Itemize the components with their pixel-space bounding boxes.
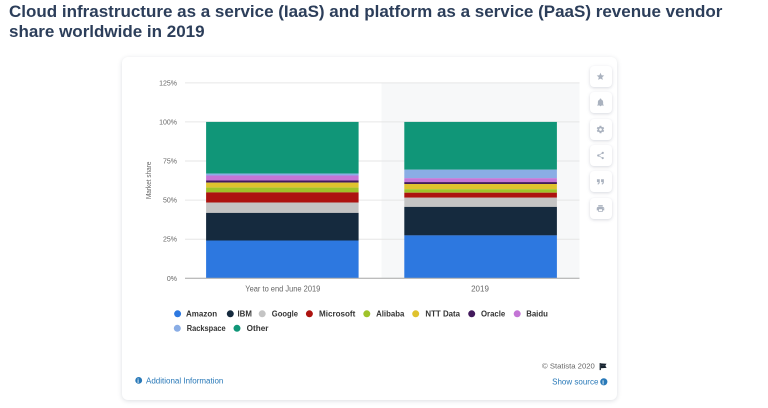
svg-text:Market share: Market share [146, 161, 153, 199]
svg-text:Rackspace: Rackspace [187, 324, 227, 333]
svg-text:50%: 50% [163, 198, 177, 205]
svg-text:2019: 2019 [471, 284, 489, 293]
svg-text:IBM: IBM [238, 310, 253, 319]
svg-text:Baidu: Baidu [526, 310, 548, 319]
svg-text:Amazon: Amazon [186, 310, 217, 319]
svg-text:25%: 25% [163, 237, 177, 244]
svg-text:NTT Data: NTT Data [425, 310, 460, 319]
svg-text:Microsoft: Microsoft [319, 310, 356, 319]
svg-text:Year to end June 2019: Year to end June 2019 [245, 284, 321, 293]
svg-text:125%: 125% [159, 80, 177, 87]
svg-text:i: i [602, 381, 604, 387]
svg-text:Google: Google [272, 310, 299, 319]
svg-text:Show source: Show source [552, 378, 599, 387]
svg-text:Additional Information: Additional Information [146, 377, 223, 386]
svg-text:100%: 100% [159, 119, 177, 126]
svg-text:© Statista 2020: © Statista 2020 [542, 362, 595, 371]
svg-text:0%: 0% [167, 276, 177, 283]
svg-text:Other: Other [247, 324, 269, 333]
svg-text:Alibaba: Alibaba [376, 310, 405, 319]
svg-text:75%: 75% [163, 159, 177, 166]
svg-text:i: i [137, 379, 139, 385]
svg-text:Oracle: Oracle [481, 310, 506, 319]
